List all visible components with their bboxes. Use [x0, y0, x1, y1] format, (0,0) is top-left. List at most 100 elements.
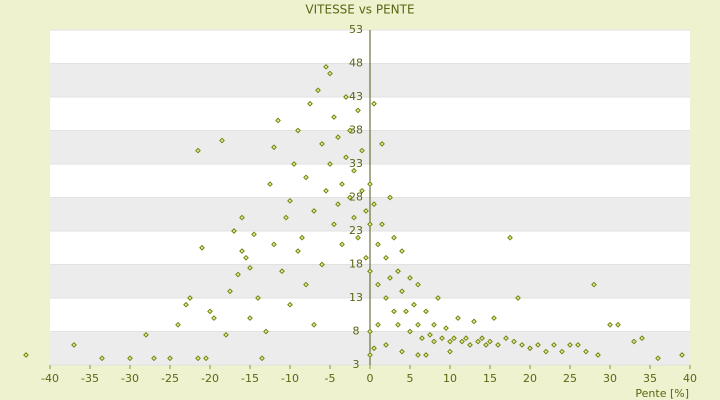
- point: [371, 100, 377, 107]
- point: [339, 181, 345, 187]
- point: [315, 87, 321, 94]
- point: [371, 345, 377, 352]
- point: [167, 355, 173, 362]
- point: [655, 355, 661, 362]
- point: [399, 348, 405, 355]
- point: [295, 127, 301, 134]
- point: [467, 342, 473, 348]
- point: [399, 248, 405, 254]
- point: [327, 161, 333, 167]
- point: [363, 208, 369, 214]
- y-tick-label: 3: [353, 358, 360, 371]
- point: [515, 295, 521, 301]
- point: [391, 234, 397, 241]
- y-tick-label: 23: [349, 224, 363, 237]
- point: [335, 201, 341, 208]
- point: [291, 161, 297, 167]
- point: [375, 281, 381, 288]
- point: [271, 144, 277, 151]
- point: [411, 301, 417, 308]
- point: [495, 342, 501, 348]
- point: [387, 275, 393, 281]
- point: [359, 147, 365, 154]
- x-tick-label: -5: [325, 372, 336, 385]
- point: [223, 332, 229, 338]
- x-tick-label: -25: [161, 372, 179, 385]
- point: [183, 301, 189, 308]
- point: [455, 315, 461, 321]
- y-tick-label: 18: [349, 258, 363, 271]
- point: [319, 261, 325, 268]
- point: [383, 342, 389, 348]
- point: [339, 241, 345, 248]
- point: [295, 248, 301, 254]
- point: [331, 221, 337, 228]
- point: [631, 338, 637, 345]
- point: [239, 214, 245, 221]
- point: [287, 301, 293, 308]
- point: [227, 288, 233, 295]
- y-tick-label: 28: [349, 191, 363, 204]
- point: [195, 355, 201, 362]
- point: [251, 231, 257, 238]
- point: [503, 335, 509, 342]
- point: [567, 342, 573, 348]
- point: [347, 127, 353, 134]
- point: [407, 328, 413, 335]
- point: [387, 194, 393, 201]
- point: [475, 338, 481, 345]
- x-tick-label: 40: [683, 372, 697, 385]
- point: [607, 321, 613, 328]
- x-tick-label: 15: [483, 372, 497, 385]
- x-tick-label: 20: [523, 372, 537, 385]
- points: [23, 64, 685, 362]
- point: [259, 355, 265, 362]
- point: [415, 281, 421, 288]
- point: [507, 234, 513, 241]
- point: [359, 187, 365, 194]
- point: [639, 335, 645, 342]
- point: [395, 268, 401, 275]
- point: [99, 355, 105, 362]
- point: [299, 234, 305, 241]
- point: [151, 355, 157, 362]
- point: [527, 345, 533, 352]
- point: [311, 208, 317, 214]
- point: [231, 228, 237, 234]
- point: [395, 321, 401, 328]
- point: [279, 268, 285, 275]
- point: [383, 254, 389, 261]
- point: [255, 295, 261, 301]
- point: [427, 332, 433, 338]
- chart-title: VITESSE vs PENTE: [305, 3, 414, 17]
- point: [559, 348, 565, 355]
- x-tick-label: 10: [443, 372, 457, 385]
- point: [367, 221, 373, 228]
- x-tick-label: 35: [643, 372, 657, 385]
- point: [375, 321, 381, 328]
- point: [247, 265, 253, 271]
- point: [471, 318, 477, 325]
- x-tick-label: -35: [81, 372, 99, 385]
- point: [367, 181, 373, 187]
- point: [343, 154, 349, 161]
- point: [379, 221, 385, 228]
- x-tick-label: 5: [407, 372, 414, 385]
- x-tick-label: -40: [41, 372, 59, 385]
- point: [375, 241, 381, 248]
- x-tick-label: 30: [603, 372, 617, 385]
- x-tick-label: -15: [241, 372, 259, 385]
- point: [615, 321, 621, 328]
- point: [431, 321, 437, 328]
- point: [263, 328, 269, 335]
- point: [311, 321, 317, 328]
- point: [679, 352, 685, 358]
- x-tick-label: -20: [201, 372, 219, 385]
- point: [247, 315, 253, 321]
- y-tick-label: 53: [349, 23, 363, 36]
- point: [351, 214, 357, 221]
- point: [511, 338, 517, 345]
- point: [391, 308, 397, 315]
- y-tick-label: 8: [353, 325, 360, 338]
